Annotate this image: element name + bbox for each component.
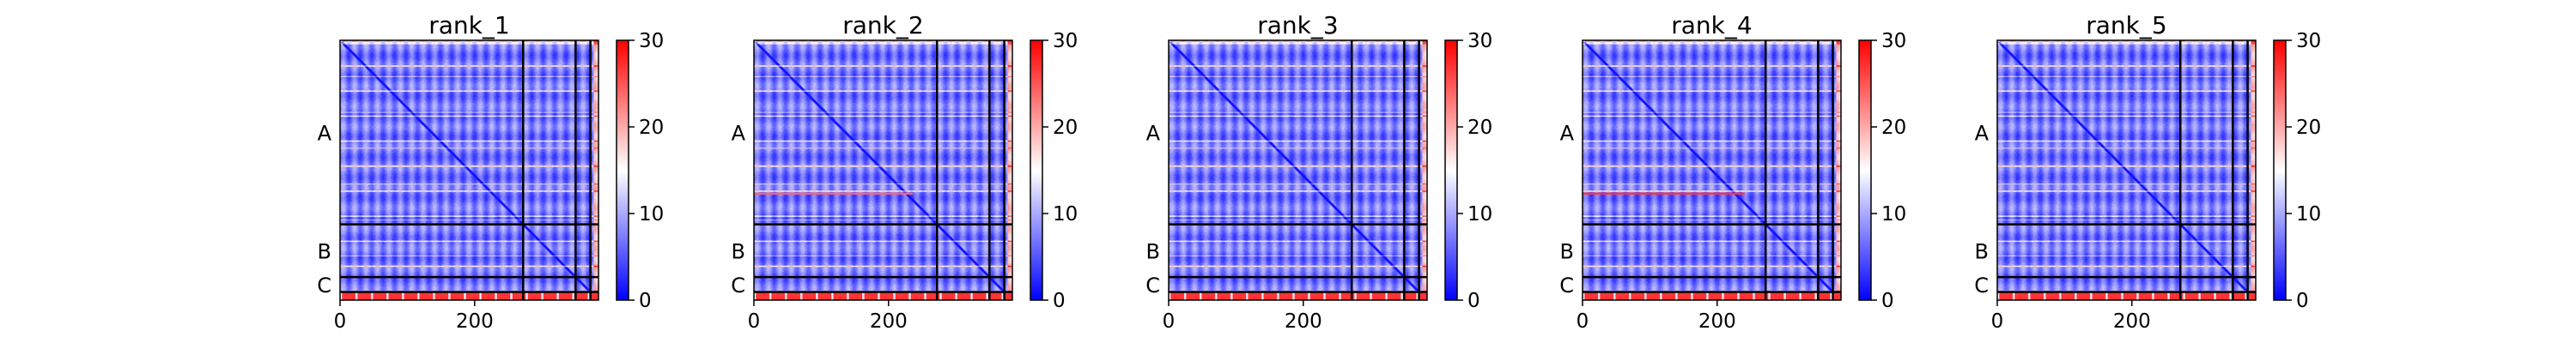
chain-label: A: [1560, 121, 1575, 145]
colorbar-tick-label: 20: [1881, 117, 1906, 139]
chain-label: B: [1146, 239, 1160, 263]
axes-frame: [1168, 39, 1428, 301]
x-tick-label: 0: [334, 310, 347, 333]
axes-frame: [753, 39, 1013, 301]
colorbar-tick-label: 30: [639, 30, 664, 52]
heatmap-image: [340, 40, 598, 300]
colorbar-tick-label: 20: [2296, 117, 2321, 139]
heatmap-image: [1997, 40, 2256, 300]
heatmap-image: [1583, 40, 1841, 300]
colorbar-tick-label: 30: [1881, 30, 1906, 52]
chain-label: C: [317, 274, 331, 298]
colorbar-tick-label: 10: [1467, 203, 1492, 226]
colorbar-tick-label: 0: [639, 290, 652, 312]
axes-frame: [1996, 39, 2257, 301]
colorbar-tick-label: 20: [639, 117, 664, 139]
heatmap-image: [1169, 40, 1427, 300]
panel-title: rank_4: [1671, 11, 1752, 39]
chain-label: A: [1146, 121, 1161, 145]
chain-label: C: [1559, 274, 1574, 298]
axes-frame: [1582, 39, 1842, 301]
colorbar-tick-label: 0: [1881, 290, 1894, 312]
x-tick-label: 0: [1163, 310, 1176, 333]
colorbar-tick-label: 0: [1467, 290, 1480, 312]
colorbar: [1858, 39, 1872, 301]
panel-title: rank_2: [842, 11, 923, 39]
colorbar-tick-label: 20: [1467, 117, 1492, 139]
axes-frame: [339, 39, 599, 301]
colorbar-tick-label: 10: [2296, 203, 2321, 226]
colorbar: [616, 39, 629, 301]
chain-label: C: [1974, 274, 1989, 298]
chain-label: A: [1975, 121, 1990, 145]
chain-label: C: [1145, 274, 1160, 298]
chain-label: A: [318, 121, 332, 145]
colorbar-tick-label: 10: [1053, 203, 1078, 226]
colorbar: [1444, 39, 1458, 301]
heatmap-image: [754, 40, 1012, 300]
panel-title: rank_5: [2086, 11, 2166, 39]
chain-label: B: [1560, 239, 1574, 263]
x-tick-label: 200: [456, 310, 494, 333]
colorbar-tick-label: 10: [639, 203, 664, 226]
x-tick-label: 200: [870, 310, 908, 333]
colorbar-tick-label: 30: [2296, 30, 2321, 52]
panel-title: rank_3: [1257, 11, 1338, 39]
chain-label: B: [732, 239, 745, 263]
colorbar-tick-label: 30: [1467, 30, 1492, 52]
colorbar-tick-label: 10: [1881, 203, 1906, 226]
colorbar-tick-label: 30: [1053, 30, 1078, 52]
colorbar: [2273, 39, 2287, 301]
x-tick-label: 200: [1285, 310, 1322, 333]
colorbar-tick-label: 0: [1053, 290, 1066, 312]
chain-label: B: [318, 239, 331, 263]
chain-label: C: [731, 274, 745, 298]
x-tick-label: 200: [1698, 310, 1736, 333]
chain-label: B: [1975, 239, 1989, 263]
colorbar-tick-label: 20: [1053, 117, 1078, 139]
x-tick-label: 0: [1991, 310, 2004, 333]
x-tick-label: 0: [1577, 310, 1589, 333]
chain-label: A: [732, 121, 746, 145]
colorbar: [1030, 39, 1043, 301]
x-tick-label: 0: [748, 310, 761, 333]
x-tick-label: 200: [2113, 310, 2151, 333]
colorbar-tick-label: 0: [2296, 290, 2309, 312]
panel-title: rank_1: [428, 11, 509, 39]
